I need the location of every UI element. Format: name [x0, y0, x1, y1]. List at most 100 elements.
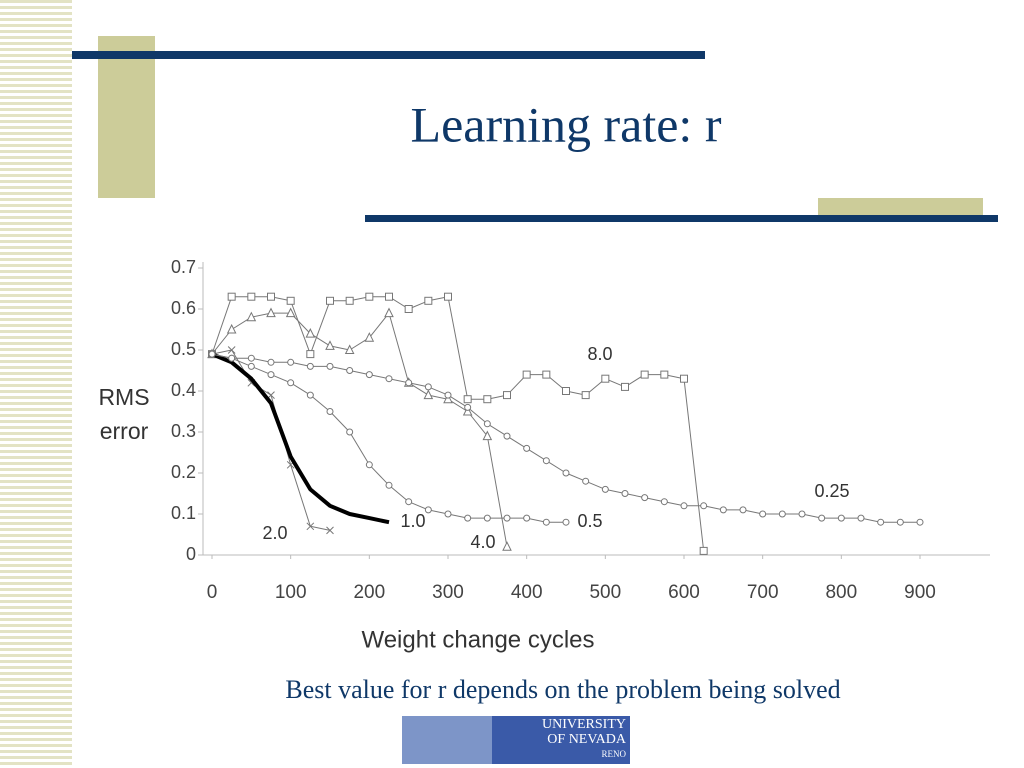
y-tick-label: 0: [186, 544, 196, 564]
logo-text: UNIVERSITY: [542, 717, 626, 732]
point-square: [463, 395, 472, 404]
point-square: [601, 374, 610, 383]
point-x: [227, 346, 236, 354]
point-square: [385, 292, 393, 301]
series-label: 2.0: [262, 523, 287, 543]
point-circle: [267, 371, 275, 379]
point-circle: [601, 485, 609, 493]
point-circle: [287, 358, 295, 366]
y-tick-label: 0.4: [171, 380, 196, 400]
point-circle: [247, 354, 255, 362]
point-triangle: [266, 307, 276, 318]
point-triangle: [305, 327, 316, 338]
y-axis-label: RMS error: [98, 384, 150, 444]
point-circle: [464, 514, 472, 522]
point-circle: [385, 481, 393, 489]
point-square: [326, 296, 334, 305]
x-tick-label: 0: [207, 582, 218, 603]
point-circle: [818, 514, 826, 522]
x-tick-label: 100: [275, 582, 307, 603]
x-tick-label: 500: [589, 582, 621, 603]
point-square: [227, 292, 236, 301]
point-circle: [837, 514, 845, 522]
point-square: [345, 296, 354, 305]
point-triangle: [384, 307, 394, 318]
point-circle: [621, 490, 629, 497]
x-axis-label: Weight change cycles: [361, 626, 594, 653]
point-triangle: [423, 389, 434, 400]
point-square: [542, 370, 551, 379]
y-tick-label: 0.5: [171, 339, 196, 359]
point-square: [699, 546, 708, 555]
point-circle: [346, 428, 354, 436]
x-tick-label: 800: [825, 582, 857, 603]
point-square: [562, 387, 570, 395]
x-tick-label: 700: [747, 582, 779, 603]
point-square: [247, 292, 256, 301]
point-circle: [680, 502, 688, 510]
series-line: [211, 352, 390, 525]
point-square: [503, 391, 511, 400]
point-square: [581, 391, 590, 400]
y-tick-label: 0.3: [171, 421, 196, 441]
decor-block: [818, 198, 983, 216]
point-triangle: [226, 323, 237, 334]
point-circle: [228, 354, 236, 362]
point-circle: [483, 514, 491, 522]
point-circle: [247, 362, 255, 370]
stripe-band: [0, 0, 72, 768]
point-triangle: [246, 311, 257, 322]
point-triangle: [285, 307, 296, 318]
point-circle: [523, 444, 531, 452]
point-x: [306, 522, 315, 531]
point-circle: [719, 506, 727, 514]
point-circle: [857, 514, 865, 522]
caption: Best value for r depends on the problem …: [285, 675, 840, 704]
point-square: [640, 370, 649, 379]
point-square: [306, 350, 315, 359]
point-circle: [503, 432, 511, 440]
x-tick-label: 400: [511, 582, 543, 603]
point-circle: [208, 350, 216, 358]
point-circle: [444, 510, 452, 518]
point-square: [680, 374, 688, 383]
point-triangle: [325, 340, 335, 350]
point-square: [621, 382, 629, 391]
logo-text: OF NEVADA: [547, 732, 627, 747]
point-triangle: [443, 393, 453, 404]
x-tick-label: 200: [353, 582, 385, 603]
x-tick-label: 300: [432, 582, 464, 603]
slide-title: Learning rate: r: [411, 96, 722, 152]
point-circle: [424, 383, 432, 391]
y-tick-label: 0.7: [171, 257, 196, 277]
logo-picture: [402, 716, 492, 764]
point-x: [326, 526, 334, 535]
point-circle: [798, 510, 806, 518]
point-triangle: [462, 405, 473, 416]
point-square: [365, 292, 374, 301]
point-circle: [759, 510, 767, 518]
series-line: [211, 296, 705, 551]
point-circle: [896, 518, 904, 526]
decor-line: [365, 215, 998, 222]
point-square: [444, 292, 452, 301]
point-triangle: [364, 332, 375, 342]
point-circle: [287, 379, 295, 387]
series-label: 0.25: [814, 481, 849, 501]
point-circle: [483, 420, 491, 428]
logo-text: RENO: [602, 749, 627, 759]
point-triangle: [482, 430, 493, 441]
point-circle: [700, 502, 708, 510]
series-label: 8.0: [587, 344, 612, 364]
point-circle: [365, 461, 373, 469]
point-circle: [660, 498, 668, 506]
point-circle: [877, 518, 885, 526]
series-label: 0.5: [577, 511, 602, 531]
point-circle: [405, 498, 413, 506]
y-tick-label: 0.6: [171, 298, 196, 318]
point-circle: [306, 362, 314, 370]
point-circle: [523, 514, 531, 522]
decor-line: [72, 51, 705, 59]
series-label: 1.0: [400, 511, 425, 531]
